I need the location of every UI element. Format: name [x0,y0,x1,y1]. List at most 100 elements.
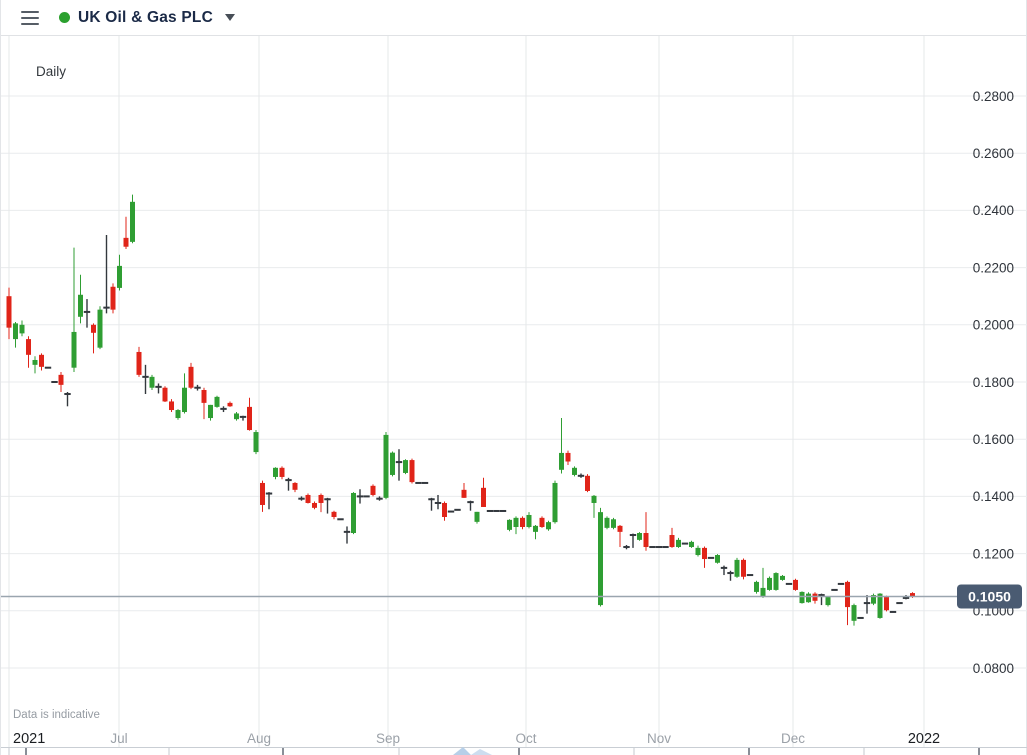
candle [442,501,447,521]
candle [520,516,525,530]
candle [767,576,772,591]
x-axis-label: Nov [647,731,671,746]
candle [201,387,207,420]
candle [403,459,408,475]
price-badge: 0.1050 [957,584,1022,609]
candle [707,556,715,559]
candle [623,545,630,550]
candle [117,254,122,291]
candle [298,496,305,501]
candle [486,509,494,512]
candle [513,516,519,535]
timeline-strip[interactable] [1,747,1027,755]
candle [629,533,637,548]
x-axis-label: Dec [781,731,805,746]
candle [474,511,480,524]
candle [533,525,538,540]
candle [526,512,532,529]
candle [220,406,227,413]
candle [130,194,135,244]
candle [175,409,181,420]
candle [481,477,486,507]
candle [467,500,474,511]
candle [655,546,663,549]
y-axis-labels: 0.2800 0.2600 0.2400 0.2200 0.2000 0.1800 0.16… [973,89,1014,676]
candle [499,509,507,512]
candle [585,474,590,493]
candle [799,591,805,604]
candle [871,593,876,606]
candle [162,386,168,403]
x-axis-label: 2021 [13,731,45,747]
x-axis-label: Oct [515,731,536,746]
y-axis-label: 0.2600 [973,146,1014,161]
candle [539,516,545,528]
candle [559,418,564,474]
status-dot-icon [59,12,70,23]
instrument-selector[interactable]: UK Oil & Gas PLC [59,9,235,27]
candle [818,593,825,606]
candle [83,299,91,328]
candle [447,510,455,513]
candle [461,482,467,498]
candle [356,489,364,504]
candle [337,518,344,521]
watermark-icon [471,749,492,755]
candle [863,595,871,614]
candle [793,578,798,591]
candle [227,401,233,407]
candle [58,371,64,393]
candle [884,595,889,612]
x-axis-label: Sep [376,731,400,746]
candle [395,449,403,481]
candle [97,306,103,350]
y-axis-label: 0.1800 [973,375,1014,390]
candle [208,404,213,421]
candle [877,593,883,619]
candle [741,558,746,580]
price-badge-label: 0.1050 [968,589,1011,605]
candle [689,540,694,548]
candle [831,588,838,591]
candle [604,516,610,530]
candle [51,381,58,383]
candle [896,602,903,605]
candle [123,216,129,250]
candle [754,580,759,594]
candle [837,582,845,585]
candle [32,356,38,374]
candle [110,283,116,314]
candle [136,346,142,377]
candles-series [6,194,915,626]
candle [253,430,259,455]
candle [247,397,252,431]
candle [376,496,383,501]
candle [260,480,265,512]
candle [318,493,324,513]
chevron-down-icon [224,14,235,21]
x-axis-label: Aug [247,731,271,746]
candle [194,384,201,391]
candle [265,492,273,510]
candle [434,494,442,510]
candle [331,510,337,520]
candle [188,362,194,390]
candle [13,321,18,348]
candle [78,274,83,324]
candle [720,565,728,576]
menu-button[interactable] [13,4,51,32]
candle [812,592,818,604]
candle [383,432,389,500]
candle [577,473,585,478]
candle [409,458,415,484]
candle [806,592,811,603]
candle [591,494,597,518]
candle [421,481,429,484]
candle [565,450,571,465]
x-axis-label: 2022 [908,731,940,747]
y-axis-label: 0.1200 [973,546,1014,561]
candle [182,373,187,414]
